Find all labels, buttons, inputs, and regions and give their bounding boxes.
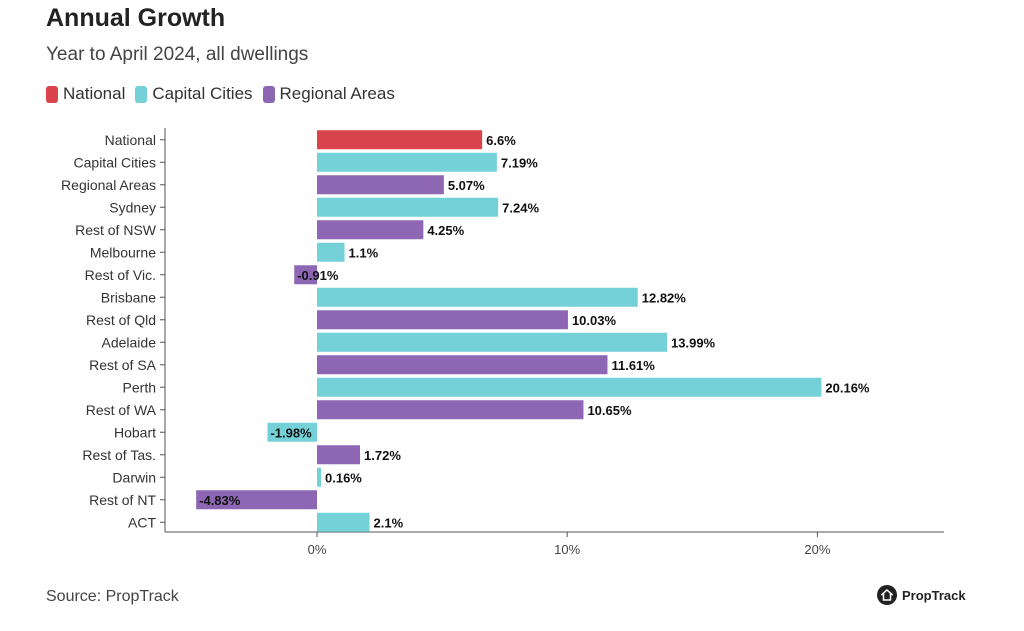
legend-label-regional-areas: Regional Areas xyxy=(279,84,395,103)
data-label-rest-of-nt: -4.83% xyxy=(199,493,241,508)
y-tick-label-rest-of-nsw: Rest of NSW xyxy=(75,222,157,238)
bar-act xyxy=(317,512,370,532)
data-label-sydney: 7.24% xyxy=(502,200,539,215)
legend-label-capital-cities: Capital Cities xyxy=(152,84,253,103)
legend-swatch-regional-areas xyxy=(262,85,275,103)
data-label-rest-of-sa: 11.61% xyxy=(611,358,655,373)
bar-rest-of-vic xyxy=(294,265,317,285)
data-label-darwin: 0.16% xyxy=(325,470,362,485)
y-tick-label-rest-of-sa: Rest of SA xyxy=(89,357,157,373)
y-tick-label-adelaide: Adelaide xyxy=(102,334,157,350)
data-label-perth: 20.16% xyxy=(825,380,870,395)
y-tick-label-rest-of-wa: Rest of WA xyxy=(86,402,157,418)
x-tick-label: 20% xyxy=(804,542,830,557)
bar-melbourne xyxy=(317,242,345,262)
data-label-rest-of-nsw: 4.25% xyxy=(427,223,464,238)
data-label-adelaide: 13.99% xyxy=(671,335,716,350)
data-label-capital-cities: 7.19% xyxy=(501,155,538,170)
y-tick-label-capital-cities: Capital Cities xyxy=(74,154,156,170)
y-tick-label-rest-of-vic: Rest of Vic. xyxy=(85,267,156,283)
legend-label-national: National xyxy=(63,84,126,103)
data-label-rest-of-wa: 10.65% xyxy=(587,403,632,418)
bar-adelaide xyxy=(317,332,668,352)
y-tick-label-perth: Perth xyxy=(123,379,156,395)
bar-darwin xyxy=(317,467,322,487)
chart-subtitle: Year to April 2024, all dwellings xyxy=(46,44,309,65)
bar-perth xyxy=(317,377,822,397)
brand-logo: PropTrack xyxy=(877,585,966,605)
brand-name: PropTrack xyxy=(902,587,966,603)
y-tick-label-regional-areas: Regional Areas xyxy=(61,177,156,193)
data-label-melbourne: 1.1% xyxy=(349,245,379,260)
bar-rest-of-nsw xyxy=(317,220,424,240)
y-tick-label-rest-of-tas: Rest of Tas. xyxy=(82,447,156,463)
legend-swatch-national xyxy=(46,85,58,103)
data-label-brisbane: 12.82% xyxy=(642,290,687,305)
bar-sydney xyxy=(317,197,499,217)
y-tick-label-act: ACT xyxy=(128,514,156,530)
x-tick-label: 10% xyxy=(554,542,580,557)
x-tick-label: 0% xyxy=(308,542,327,557)
bar-national xyxy=(317,130,483,150)
bar-hobart xyxy=(267,422,317,442)
chart-legend: National Capital Cities Regional Areas xyxy=(46,84,395,104)
legend-swatch-capital-cities xyxy=(135,85,148,103)
data-label-rest-of-vic: -0.91% xyxy=(297,268,339,283)
bar-brisbane xyxy=(317,287,638,307)
legend-item-regional-areas: Regional Areas xyxy=(262,84,395,104)
y-tick-label-darwin: Darwin xyxy=(112,469,156,485)
data-label-national: 6.6% xyxy=(486,133,516,148)
data-label-rest-of-tas: 1.72% xyxy=(364,448,401,463)
legend-item-national: National xyxy=(46,84,125,104)
data-label-rest-of-qld: 10.03% xyxy=(572,313,617,328)
bar-rest-of-wa xyxy=(317,400,584,420)
y-tick-label-national: National xyxy=(105,132,156,148)
bar-capital-cities xyxy=(317,152,497,172)
y-tick-label-rest-of-qld: Rest of Qld xyxy=(86,312,156,328)
bar-rest-of-qld xyxy=(317,310,568,330)
source-note: Source: PropTrack xyxy=(46,588,179,605)
house-icon xyxy=(877,585,897,605)
y-tick-label-sydney: Sydney xyxy=(109,199,156,215)
bar-regional-areas xyxy=(317,175,444,195)
legend-item-capital-cities: Capital Cities xyxy=(135,84,253,104)
chart-title: Annual Growth xyxy=(46,4,226,32)
data-label-act: 2.1% xyxy=(374,515,404,530)
bar-rest-of-nt xyxy=(196,490,317,510)
bar-rest-of-sa xyxy=(317,355,608,375)
bar-rest-of-tas xyxy=(317,445,361,465)
y-tick-label-brisbane: Brisbane xyxy=(101,289,156,305)
data-label-regional-areas: 5.07% xyxy=(448,178,485,193)
y-tick-label-melbourne: Melbourne xyxy=(90,244,156,260)
y-tick-label-rest-of-nt: Rest of NT xyxy=(89,492,156,508)
y-tick-label-hobart: Hobart xyxy=(114,424,156,440)
data-label-hobart: -1.98% xyxy=(270,425,312,440)
